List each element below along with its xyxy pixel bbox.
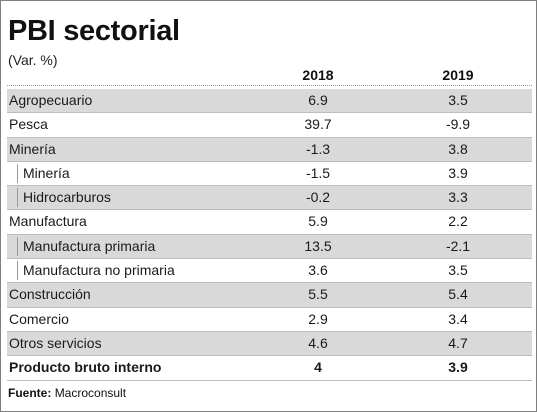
row-label: Comercio (9, 310, 69, 327)
value-2018: 5.5 (308, 286, 328, 303)
value-2018: 39.7 (304, 116, 332, 133)
source-label: Fuente: (8, 386, 52, 400)
page-title: PBI sectorial (8, 15, 180, 47)
row-label: Minería (23, 164, 70, 181)
table-body: Agropecuario 6.9 3.5 Pesca 39.7 -9.9 Minería… (7, 89, 532, 381)
source-note: Fuente: Macroconsult (8, 385, 126, 401)
row-label: Producto bruto interno (9, 359, 162, 376)
row-label: Otros servicios (9, 334, 102, 351)
row-label: Pesca (9, 116, 48, 133)
value-2019: 5.4 (448, 286, 468, 303)
row-label: Manufactura (9, 213, 87, 230)
column-header-2019: 2019 (442, 67, 474, 83)
value-2019: 2.2 (448, 213, 468, 230)
value-2018: -1.5 (305, 164, 331, 181)
table-row: Otros servicios 4.6 4.7 (7, 331, 532, 357)
value-2018: 2.9 (308, 310, 328, 327)
value-2018: 6.9 (308, 92, 328, 108)
table-row: Manufactura primaria 13.5 -2.1 (7, 234, 532, 260)
table-row: Construcción 5.5 5.4 (7, 283, 532, 308)
value-2019: 3.5 (448, 92, 468, 108)
value-2018: 3.6 (308, 262, 328, 279)
value-2019: -9.9 (445, 116, 471, 133)
table-row: Producto bruto interno 4 3.9 (7, 356, 532, 381)
value-2018: 13.5 (304, 237, 332, 254)
value-2018: -1.3 (305, 140, 331, 157)
value-2018: 4.6 (308, 334, 328, 351)
row-label: Construcción (9, 286, 91, 303)
subtitle: (Var. %) (8, 52, 58, 68)
table-row: Pesca 39.7 -9.9 (7, 113, 532, 138)
table-row: Manufactura no primaria 3.6 3.5 (7, 259, 532, 284)
table-row: Comercio 2.9 3.4 (7, 308, 532, 332)
value-2018: 5.9 (308, 213, 328, 230)
value-2019: 3.5 (448, 262, 468, 279)
header-divider (7, 85, 532, 86)
table-row: Hidrocarburos -0.2 3.3 (7, 186, 532, 211)
table-row: Agropecuario 6.9 3.5 (7, 89, 532, 114)
value-2019: 4.7 (448, 334, 468, 351)
table-row: Minería -1.5 3.9 (7, 162, 532, 187)
table-row: Minería -1.3 3.8 (7, 137, 532, 162)
column-header-2018: 2018 (302, 67, 334, 83)
row-label: Minería (9, 140, 56, 157)
value-2018: -0.2 (305, 189, 331, 206)
source-text: Macroconsult (54, 386, 127, 400)
row-label: Agropecuario (9, 92, 93, 108)
value-2019: -2.1 (445, 237, 471, 254)
table-row: Manufactura 5.9 2.2 (7, 210, 532, 235)
row-label: Manufactura primaria (23, 237, 156, 254)
value-2019: 3.4 (448, 310, 468, 327)
value-2019: 3.8 (448, 140, 468, 157)
row-label: Manufactura no primaria (23, 262, 175, 279)
value-2019: 3.3 (448, 189, 468, 206)
value-2018: 4 (314, 359, 322, 376)
value-2019: 3.9 (448, 359, 468, 376)
value-2019: 3.9 (448, 164, 468, 181)
row-label: Hidrocarburos (23, 189, 111, 206)
